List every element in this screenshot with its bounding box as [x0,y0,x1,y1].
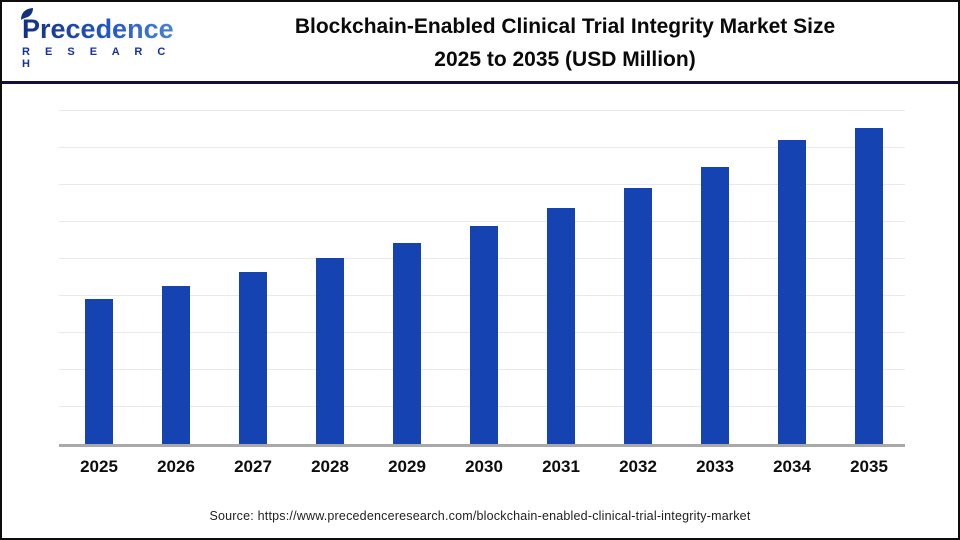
bar-2028 [316,258,344,444]
bar-2033 [701,167,729,444]
logo-sub-text: R E S E A R C H [22,46,172,70]
x-axis-label-2033: 2033 [696,457,734,476]
logo-brand-label: Precedence [22,14,174,44]
logo-brand-text: Precedence [21,8,182,44]
leaf-icon [21,8,33,20]
x-axis-label-2032: 2032 [619,457,657,476]
bar-2029 [393,243,421,444]
source-attribution: Source: https://www.precedenceresearch.c… [209,509,751,523]
x-axis-labels: 2025 2026 2027 2028 2029 2030 2031 2032 2033 2034… [59,457,905,481]
x-axis-label-2035: 2035 [850,457,888,476]
bar-2032 [624,188,652,444]
bar-2035 [855,128,883,444]
gridline [59,110,905,111]
x-axis-label-2034: 2034 [773,457,811,476]
bar-2026 [162,286,190,444]
gridline [59,147,905,148]
chart-title-line1: Blockchain-Enabled Clinical Trial Integr… [294,15,836,38]
x-axis-label-2026: 2026 [157,457,195,476]
header-separator-line [2,81,958,84]
bar-2030 [470,226,498,444]
x-axis-label-2028: 2028 [311,457,349,476]
chart-title-line2: 2025 to 2035 (USD Million) [434,48,696,71]
gridline [59,184,905,185]
x-axis-label-2025: 2025 [80,457,118,476]
bar-2031 [547,208,575,444]
bar-chart-plot-area [59,99,905,447]
x-axis-label-2030: 2030 [465,457,503,476]
bar-2025 [85,299,113,444]
header: Precedence R E S E A R C H Blockchain-En… [2,2,958,81]
x-axis-label-2029: 2029 [388,457,426,476]
bar-2027 [239,272,267,444]
chart-title: Blockchain-Enabled Clinical Trial Integr… [187,10,943,76]
gridline [59,221,905,222]
bar-2034 [778,140,806,444]
x-axis-label-2027: 2027 [234,457,272,476]
precedence-research-logo: Precedence R E S E A R C H [21,8,182,74]
x-axis-label-2031: 2031 [542,457,580,476]
